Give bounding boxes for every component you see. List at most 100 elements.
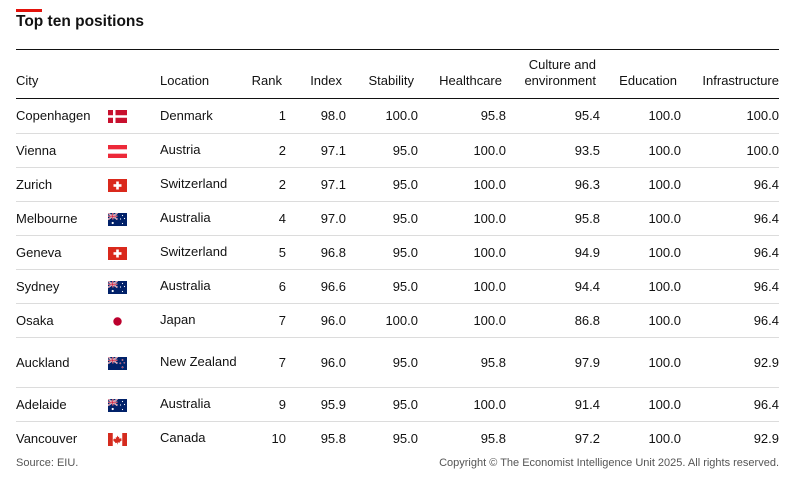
flag-cell — [107, 387, 160, 421]
location-cell: Switzerland — [160, 176, 228, 191]
culture-cell: 91.4 — [574, 396, 600, 412]
header-culture-line1: Culture and — [528, 57, 596, 72]
location-cell: Australia — [160, 210, 211, 225]
healthcare-cell: 95.8 — [480, 108, 506, 124]
stability-cell: 95.0 — [392, 430, 418, 446]
rank-cell: 2 — [278, 176, 286, 192]
infrastructure-cell: 96.4 — [753, 210, 779, 226]
denmark-flag-icon — [108, 110, 127, 124]
education-cell: 100.0 — [648, 142, 681, 158]
city-cell: Copenhagen — [16, 108, 91, 124]
stability-cell: 95.0 — [392, 354, 418, 370]
infrastructure-cell: 96.4 — [753, 396, 779, 412]
rank-cell: 6 — [278, 278, 286, 294]
stability-cell: 95.0 — [392, 142, 418, 158]
header-stability: Stability — [368, 73, 414, 88]
japan-flag-icon — [108, 314, 127, 328]
rank-cell: 2 — [278, 142, 286, 158]
rank-cell: 7 — [278, 354, 286, 370]
city-cell: Auckland — [16, 354, 70, 370]
stability-cell: 100.0 — [385, 312, 418, 328]
culture-cell: 97.9 — [574, 354, 600, 370]
stability-cell: 95.0 — [392, 396, 418, 412]
infrastructure-cell: 100.0 — [746, 108, 779, 124]
flag-cell — [108, 303, 160, 337]
infrastructure-cell: 96.4 — [753, 176, 779, 192]
flag-cell — [107, 201, 160, 235]
table-row: Auckland New Zealand 7 96.0 95.0 95.8 97.9 100.… — [16, 337, 779, 387]
flag-cell — [107, 337, 160, 387]
healthcare-cell: 100.0 — [473, 176, 506, 192]
australia-flag-icon — [107, 279, 127, 294]
flag-cell — [108, 235, 160, 269]
austria-flag-icon — [108, 144, 127, 158]
index-cell: 96.0 — [320, 354, 346, 370]
infrastructure-cell: 96.4 — [753, 278, 779, 294]
stability-cell: 95.0 — [392, 278, 418, 294]
stability-cell: 95.0 — [392, 176, 418, 192]
infrastructure-cell: 92.9 — [753, 354, 779, 370]
table-row: Copenhagen Denmark 1 98.0 100.0 95.8 95.4 100.0… — [16, 99, 779, 133]
infrastructure-cell: 96.4 — [753, 312, 779, 328]
culture-cell: 96.3 — [574, 176, 600, 192]
header-rank: Rank — [251, 73, 282, 88]
city-cell: Geneva — [16, 244, 62, 260]
header-city: City — [16, 73, 39, 88]
education-cell: 100.0 — [648, 312, 681, 328]
culture-cell: 94.9 — [574, 244, 600, 260]
healthcare-cell: 100.0 — [473, 142, 506, 158]
table-row: Vancouver Canada 10 95.8 95.0 95.8 97.2 100.0 92… — [16, 421, 779, 455]
header-index: Index — [310, 73, 342, 88]
healthcare-cell: 100.0 — [473, 396, 506, 412]
source-note: Source: EIU. — [16, 457, 79, 469]
rank-cell: 9 — [278, 396, 286, 412]
rank-cell: 7 — [278, 312, 286, 328]
table-row: Geneva Switzerland 5 96.8 95.0 100.0 94.9 100.0… — [16, 235, 779, 269]
table-row: Melbourne Australia 4 97.0 95.0 100.0 95.8 100.… — [16, 201, 779, 235]
flag-cell — [108, 99, 160, 133]
top-rule — [16, 49, 779, 50]
rank-cell: 10 — [271, 430, 286, 446]
culture-cell: 94.4 — [574, 278, 600, 294]
healthcare-cell: 100.0 — [473, 244, 506, 260]
canada-flag-icon — [108, 432, 127, 446]
index-cell: 98.0 — [320, 108, 346, 124]
header-location: Location — [160, 73, 210, 88]
flag-cell — [108, 421, 160, 455]
australia-flag-icon — [107, 211, 127, 226]
location-cell: Canada — [160, 430, 206, 446]
city-cell: Zurich — [16, 176, 53, 192]
healthcare-cell: 95.8 — [480, 430, 506, 446]
chart-title: Top ten positions — [16, 13, 145, 30]
city-cell: Adelaide — [16, 396, 67, 412]
location-cell: Switzerland — [160, 244, 228, 259]
index-cell: 95.8 — [320, 430, 346, 446]
index-cell: 97.0 — [320, 210, 346, 226]
city-cell: Vienna — [16, 142, 57, 158]
infrastructure-cell: 100.0 — [746, 142, 779, 158]
flag-cell — [108, 167, 160, 201]
healthcare-cell: 100.0 — [473, 312, 506, 328]
table-row: Osaka Japan 7 96.0 100.0 100.0 86.8 100.0 96.4 — [16, 303, 779, 337]
table-row: Sydney Australia 6 96.6 95.0 100.0 94.4 100.0 96… — [16, 269, 779, 303]
city-cell: Melbourne — [16, 210, 78, 226]
table-row: Adelaide Australia 9 95.9 95.0 100.0 91.4 100.0… — [16, 387, 779, 421]
location-cell: Denmark — [160, 107, 213, 123]
ranking-table: Copenhagen Denmark 1 98.0 100.0 95.8 95.4 100.0… — [16, 99, 779, 455]
education-cell: 100.0 — [648, 354, 681, 370]
header-rule — [16, 98, 779, 99]
culture-cell: 97.2 — [574, 430, 600, 446]
stability-cell: 100.0 — [385, 108, 418, 124]
header-culture: Culture and environment — [510, 56, 596, 98]
location-cell: Australia — [160, 396, 211, 411]
switzerland-flag-icon — [108, 178, 127, 192]
education-cell: 100.0 — [648, 430, 681, 446]
rank-cell: 4 — [278, 210, 286, 226]
education-cell: 100.0 — [648, 210, 681, 226]
location-cell: Japan — [160, 312, 196, 327]
header-infrastructure: Infrastructure — [702, 73, 779, 88]
stability-cell: 95.0 — [392, 210, 418, 226]
flag-cell — [108, 133, 160, 167]
switzerland-flag-icon — [108, 246, 127, 260]
education-cell: 100.0 — [648, 396, 681, 412]
